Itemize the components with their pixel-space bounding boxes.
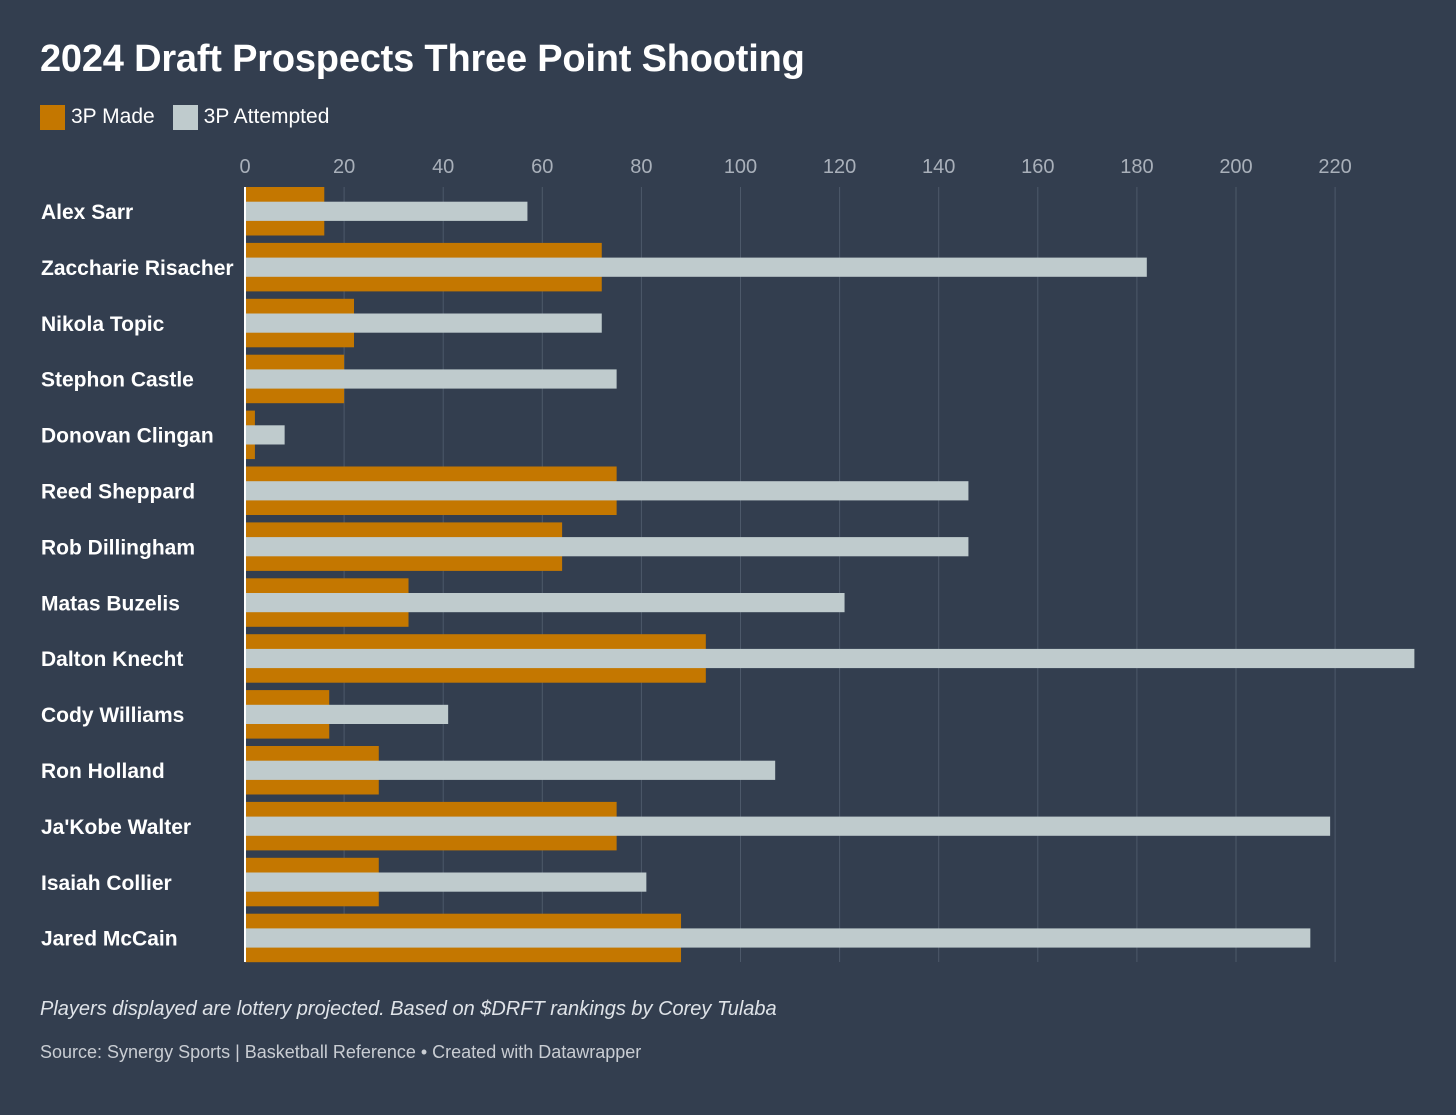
x-tick-label: 200 — [1219, 156, 1252, 178]
bar-3p-attempted — [245, 537, 969, 557]
category-label: Dalton Knecht — [41, 648, 183, 671]
category-label: Jared McCain — [41, 928, 178, 951]
bar-3p-attempted — [245, 369, 617, 389]
legend-swatch-made — [40, 104, 65, 130]
x-tick-label: 220 — [1318, 156, 1351, 178]
x-tick-label: 20 — [333, 156, 355, 178]
category-label: Alex Sarr — [41, 201, 133, 224]
bar-3p-attempted — [245, 257, 1147, 277]
category-label: Ja'Kobe Walter — [41, 816, 191, 839]
bar-3p-attempted — [245, 648, 1415, 669]
bar-3p-attempted — [245, 704, 449, 724]
bar-3p-attempted — [245, 481, 969, 501]
bar-3p-attempted — [245, 313, 602, 333]
bar-3p-attempted — [245, 201, 528, 221]
legend-item-made: 3P Made — [40, 104, 155, 130]
category-label: Matas Buzelis — [41, 592, 180, 615]
x-tick-label: 160 — [1021, 156, 1054, 178]
category-label: Reed Sheppard — [41, 481, 195, 504]
x-tick-label: 0 — [239, 156, 250, 178]
x-tick-label: 140 — [922, 156, 955, 178]
category-label: Donovan Clingan — [41, 425, 214, 448]
category-label: Rob Dillingham — [41, 536, 195, 559]
category-label: Ron Holland — [41, 760, 165, 783]
category-label: Stephon Castle — [41, 369, 194, 392]
bar-3p-attempted — [245, 816, 1331, 836]
x-tick-label: 80 — [630, 156, 652, 178]
legend-swatch-attempted — [172, 104, 198, 130]
chart-legend: 3P Made 3P Attempted — [40, 103, 329, 131]
legend-item-attempted: 3P Attempted — [172, 104, 330, 130]
bar-3p-attempted — [245, 872, 647, 892]
category-label: Isaiah Collier — [41, 872, 172, 895]
category-label: Zaccharie Risacher — [41, 257, 234, 280]
bar-3p-attempted — [245, 425, 285, 445]
chart-title: 2024 Draft Prospects Three Point Shootin… — [40, 38, 805, 80]
category-label: Nikola Topic — [41, 313, 165, 336]
x-tick-label: 180 — [1120, 156, 1153, 178]
chart-source: Source: Synergy Sports | Basketball Refe… — [40, 1042, 642, 1062]
x-tick-label: 100 — [724, 156, 757, 178]
bar-3p-attempted — [245, 760, 776, 780]
chart-note: Players displayed are lottery projected.… — [40, 998, 777, 1020]
x-tick-label: 60 — [531, 156, 553, 178]
legend-label-made: 3P Made — [71, 105, 155, 128]
bar-3p-attempted — [245, 593, 845, 613]
x-tick-label: 120 — [823, 156, 856, 178]
category-label: Cody Williams — [41, 704, 184, 727]
bar-3p-attempted — [245, 928, 1311, 948]
legend-label-attempted: 3P Attempted — [203, 105, 330, 128]
x-tick-label: 40 — [432, 156, 454, 178]
